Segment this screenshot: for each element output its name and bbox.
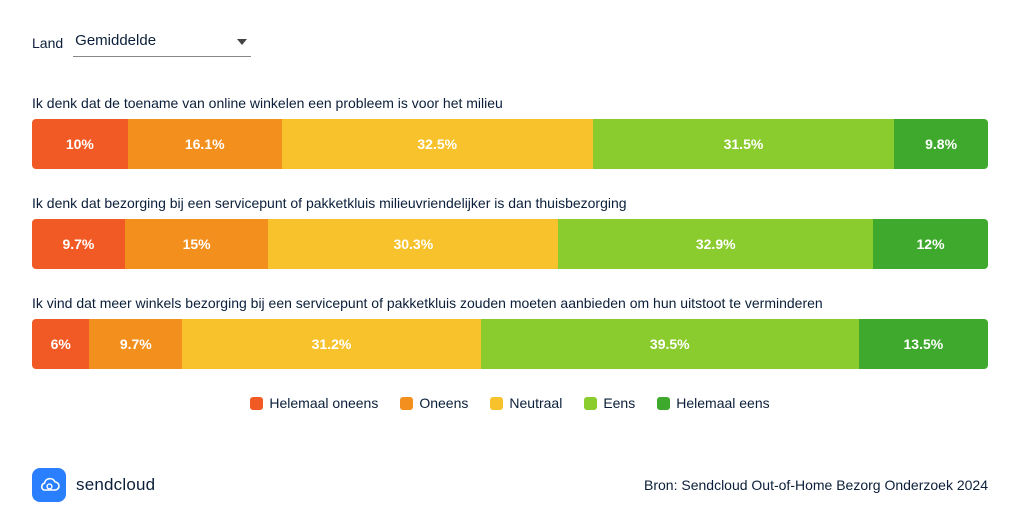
country-select[interactable]: Gemiddelde xyxy=(73,28,251,57)
statement-label: Ik vind dat meer winkels bezorging bij e… xyxy=(32,295,988,311)
legend-swatch xyxy=(657,397,670,410)
bar-segment: 13.5% xyxy=(859,319,988,369)
legend-label: Helemaal eens xyxy=(676,395,769,411)
stacked-bar: 9.7%15%30.3%32.9%12% xyxy=(32,219,988,269)
filter-label: Land xyxy=(32,35,63,51)
statement: Ik vind dat meer winkels bezorging bij e… xyxy=(32,295,988,369)
legend-swatch xyxy=(250,397,263,410)
bar-segment: 30.3% xyxy=(268,219,558,269)
legend-item: Helemaal eens xyxy=(657,395,769,411)
statement: Ik denk dat bezorging bij een servicepun… xyxy=(32,195,988,269)
legend-label: Eens xyxy=(603,395,635,411)
country-select-value: Gemiddelde xyxy=(75,32,156,49)
source-text: Bron: Sendcloud Out-of-Home Bezorg Onder… xyxy=(644,477,988,493)
bar-segment: 39.5% xyxy=(481,319,859,369)
legend-swatch xyxy=(400,397,413,410)
legend-item: Helemaal oneens xyxy=(250,395,378,411)
brand-name: sendcloud xyxy=(76,475,155,495)
filter-row: Land Gemiddelde xyxy=(32,28,988,57)
bar-segment: 12% xyxy=(873,219,988,269)
bar-segment: 32.5% xyxy=(282,119,593,169)
legend-item: Neutraal xyxy=(490,395,562,411)
bar-segment: 31.5% xyxy=(593,119,894,169)
bar-segment: 9.7% xyxy=(89,319,182,369)
bar-segment: 32.9% xyxy=(558,219,873,269)
brand: sendcloud xyxy=(32,468,155,502)
chevron-down-icon xyxy=(237,39,247,45)
footer: sendcloud Bron: Sendcloud Out-of-Home Be… xyxy=(32,468,988,502)
legend-item: Oneens xyxy=(400,395,468,411)
bar-segment: 31.2% xyxy=(182,319,481,369)
brand-cloud-icon xyxy=(32,468,66,502)
statement-label: Ik denk dat bezorging bij een servicepun… xyxy=(32,195,988,211)
bar-segment: 16.1% xyxy=(128,119,282,169)
legend-label: Oneens xyxy=(419,395,468,411)
stacked-bar: 6%9.7%31.2%39.5%13.5% xyxy=(32,319,988,369)
legend-swatch xyxy=(490,397,503,410)
bar-segment: 10% xyxy=(32,119,128,169)
legend-label: Helemaal oneens xyxy=(269,395,378,411)
bar-segment: 9.8% xyxy=(894,119,988,169)
legend: Helemaal oneens Oneens Neutraal Eens Helemaa… xyxy=(32,395,988,411)
chart-container: Land Gemiddelde Ik denk dat de toename v… xyxy=(0,0,1020,520)
statement: Ik denk dat de toename van online winkel… xyxy=(32,95,988,169)
bar-segment: 6% xyxy=(32,319,89,369)
statements-list: Ik denk dat de toename van online winkel… xyxy=(32,95,988,369)
legend-swatch xyxy=(584,397,597,410)
stacked-bar: 10%16.1%32.5%31.5%9.8% xyxy=(32,119,988,169)
bar-segment: 15% xyxy=(125,219,269,269)
legend-item: Eens xyxy=(584,395,635,411)
legend-label: Neutraal xyxy=(509,395,562,411)
statement-label: Ik denk dat de toename van online winkel… xyxy=(32,95,988,111)
bar-segment: 9.7% xyxy=(32,219,125,269)
